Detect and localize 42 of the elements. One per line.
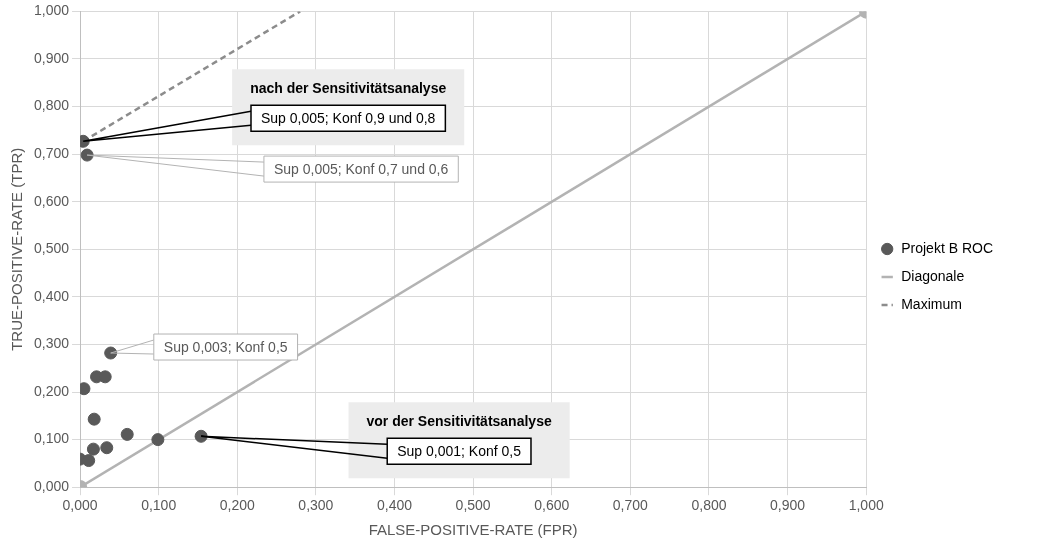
point <box>87 412 101 426</box>
x-tick-label: 0,300 <box>298 497 334 514</box>
legend-label: Maximum <box>901 295 962 312</box>
x-axis-title: FALSE-POSITIVE-RATE (FPR) <box>368 521 578 539</box>
y-tick-label: 0,000 <box>33 478 70 495</box>
y-tick-label: 0,900 <box>33 49 70 66</box>
x-tick-label: 0,600 <box>534 497 570 514</box>
annotation: Sup 0,005; Konf 0,7 und 0,6 <box>273 160 449 177</box>
x-tick-label: 0,700 <box>612 497 649 514</box>
y-tick-label: 0,300 <box>33 335 70 352</box>
x-tick-label: 0,200 <box>219 497 255 514</box>
x-tick-label: 0,100 <box>141 497 177 514</box>
y-tick-label: 0,600 <box>33 192 70 209</box>
y-tick-label: 0,200 <box>33 382 70 399</box>
annotation: nach der Sensitivitätsanalyse <box>250 80 447 97</box>
y-tick-label: 0,500 <box>33 240 70 257</box>
y-tick-label: 0,100 <box>33 430 70 447</box>
legend-label: Projekt B ROC <box>901 239 994 256</box>
x-tick-label: 0,400 <box>376 497 413 514</box>
x-tick-label: 1,000 <box>848 497 884 514</box>
annotation: Sup 0,001; Konf 0,5 <box>397 443 522 460</box>
x-tick-label: 0,500 <box>455 497 491 514</box>
x-tick-label: 0,000 <box>62 497 98 514</box>
point <box>151 433 165 447</box>
point <box>82 454 96 468</box>
point <box>100 441 114 455</box>
annotation: Sup 0,005; Konf 0,9 und 0,8 <box>260 110 436 127</box>
y-tick-label: 0,700 <box>33 145 70 161</box>
y-tick-label: 1,000 <box>33 2 70 19</box>
annotation: Sup 0,003; Konf 0,5 <box>163 338 288 355</box>
point <box>86 442 100 456</box>
legend-label: Diagonale <box>901 267 965 284</box>
x-tick-label: 0,800 <box>691 497 727 514</box>
point <box>80 148 94 162</box>
point <box>120 427 134 441</box>
point <box>98 370 112 384</box>
annotation: vor der Sensitivitätsanalyse <box>366 413 552 430</box>
y-axis-title: TRUE-POSITIVE-RATE (TPR) <box>8 147 26 351</box>
x-tick-label: 0,900 <box>770 497 806 514</box>
y-tick-label: 0,400 <box>33 287 70 304</box>
y-tick-label: 0,800 <box>33 97 70 114</box>
point <box>194 429 208 443</box>
